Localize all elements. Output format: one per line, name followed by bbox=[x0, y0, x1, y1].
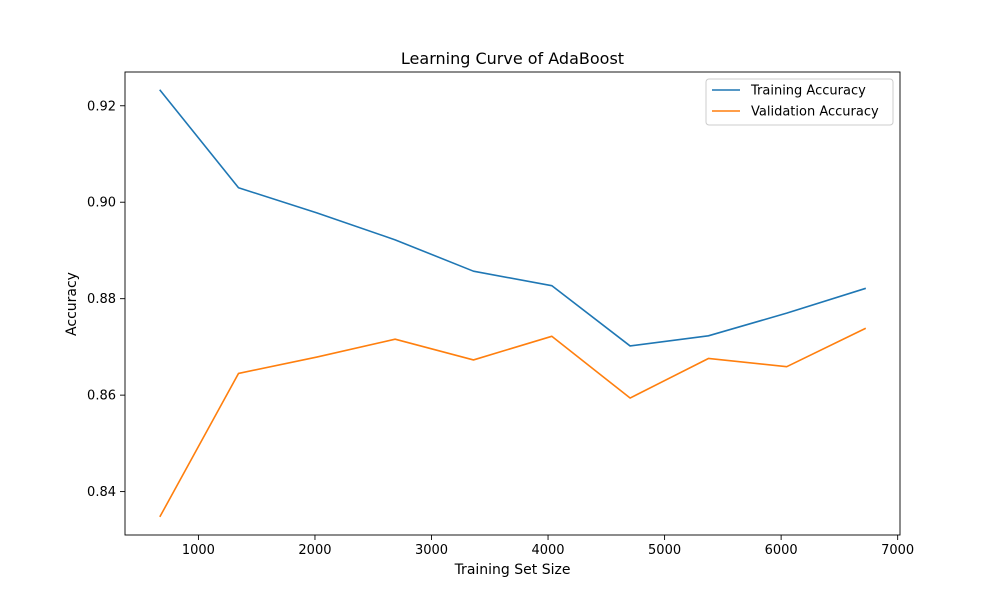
legend-label-training: Training Accuracy bbox=[750, 84, 866, 99]
x-tick-label: 3000 bbox=[415, 543, 448, 558]
y-tick-label: 0.84 bbox=[87, 485, 116, 500]
x-axis-label: Training Set Size bbox=[454, 562, 571, 578]
series-line-training bbox=[159, 89, 867, 347]
legend-label-validation: Validation Accuracy bbox=[751, 105, 879, 120]
plot-area bbox=[159, 89, 867, 518]
plot-frame bbox=[124, 71, 901, 536]
y-tick-label: 0.90 bbox=[87, 196, 116, 211]
x-tick-label: 7000 bbox=[881, 543, 914, 558]
x-tick-label: 2000 bbox=[298, 543, 331, 558]
x-tick-label: 1000 bbox=[182, 543, 215, 558]
x-tick-label: 5000 bbox=[648, 543, 681, 558]
legend: Training Accuracy Validation Accuracy bbox=[705, 78, 894, 126]
y-axis-label: Accuracy bbox=[64, 272, 80, 336]
chart-title: Learning Curve of AdaBoost bbox=[401, 49, 624, 68]
y-tick-label: 0.86 bbox=[87, 389, 116, 404]
x-tick-label: 4000 bbox=[531, 543, 564, 558]
series-line-validation bbox=[159, 327, 867, 518]
y-tick-label: 0.92 bbox=[87, 99, 116, 114]
y-tick-label: 0.88 bbox=[87, 292, 116, 307]
x-tick-label: 6000 bbox=[765, 543, 798, 558]
legend-box bbox=[705, 78, 894, 126]
axes: 1000 2000 3000 4000 5000 6000 7000 0.84 0.86 0.88… bbox=[87, 71, 914, 558]
